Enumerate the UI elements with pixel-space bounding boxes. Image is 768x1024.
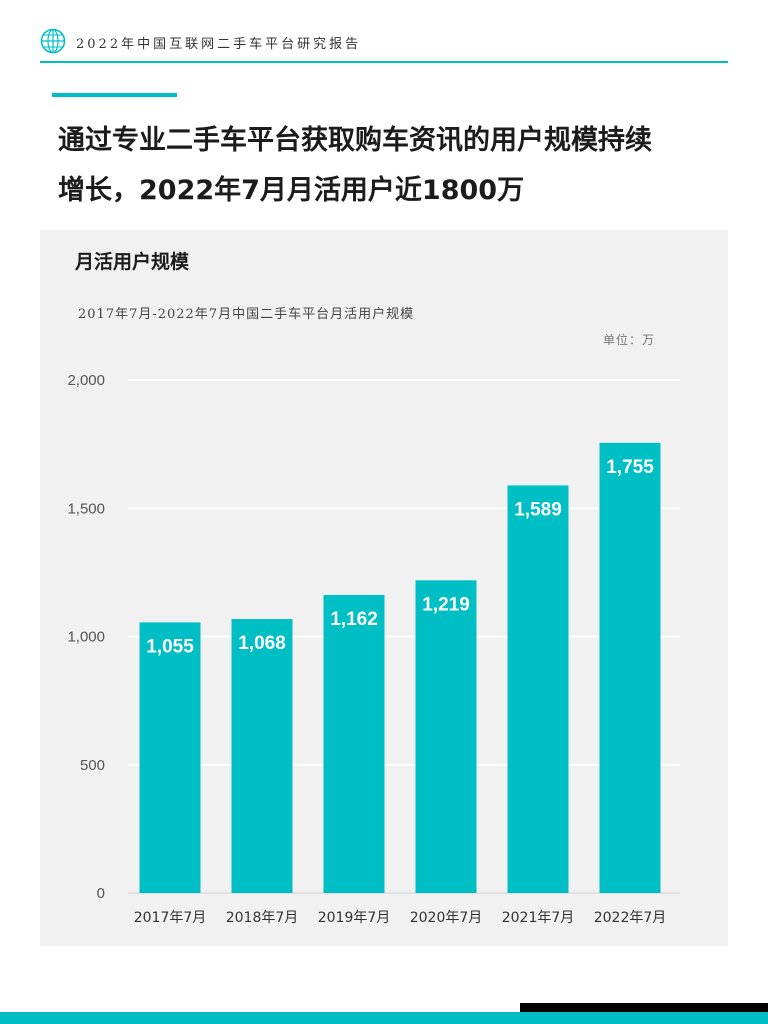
bar-chart: 0 500 1,000 1,500 2,000 1,055 2017年7月 1,068 2018…	[67, 372, 680, 926]
x-tick-label: 2022年7月	[594, 910, 667, 926]
bar-4	[415, 580, 477, 893]
bar-1	[139, 622, 201, 893]
bar-value-label: 1,755	[606, 457, 654, 478]
headline-accent-bar	[52, 93, 177, 97]
headline-line-2: 增长，2022年7月月活用户近1800万	[58, 175, 525, 206]
bar-2	[231, 619, 293, 893]
bar-value-label: 1,219	[422, 594, 470, 615]
x-tick-label: 2019年7月	[318, 910, 391, 926]
x-tick-label: 2017年7月	[134, 910, 207, 926]
bar-value-label: 1,589	[514, 499, 562, 520]
headline-line-1: 通过专业二手车平台获取购车资讯的用户规模持续	[58, 125, 652, 156]
header-divider	[40, 61, 728, 63]
report-title: 2022年中国互联网二手车平台研究报告	[76, 37, 362, 52]
bar-value-label: 1,162	[330, 609, 378, 630]
footer-black-bar	[520, 1003, 768, 1012]
y-tick-label: 500	[80, 757, 105, 774]
y-tick-label: 1,500	[67, 500, 105, 517]
chart-subtitle: 2017年7月-2022年7月中国二手车平台月活用户规模	[78, 307, 415, 322]
globe-logo-icon	[40, 28, 66, 54]
bar-3	[323, 594, 385, 893]
footer-teal-bar	[0, 1012, 768, 1024]
y-tick-label: 2,000	[67, 372, 105, 389]
bar-6	[599, 442, 661, 893]
x-tick-label: 2021年7月	[502, 910, 575, 926]
panel-title: 月活用户规模	[75, 251, 190, 273]
headline: 通过专业二手车平台获取购车资讯的用户规模持续 增长，2022年7月月活用户近18…	[58, 116, 718, 216]
bar-value-label: 1,068	[238, 633, 286, 654]
bar-value-label: 1,055	[146, 636, 194, 657]
x-tick-label: 2020年7月	[410, 910, 483, 926]
bar-5	[507, 485, 569, 893]
report-header: 2022年中国互联网二手车平台研究报告	[40, 28, 728, 64]
unit-label: 单位：万	[603, 333, 656, 347]
y-tick-label: 1,000	[67, 629, 105, 646]
x-tick-label: 2018年7月	[226, 910, 299, 926]
y-tick-label: 0	[97, 885, 105, 902]
